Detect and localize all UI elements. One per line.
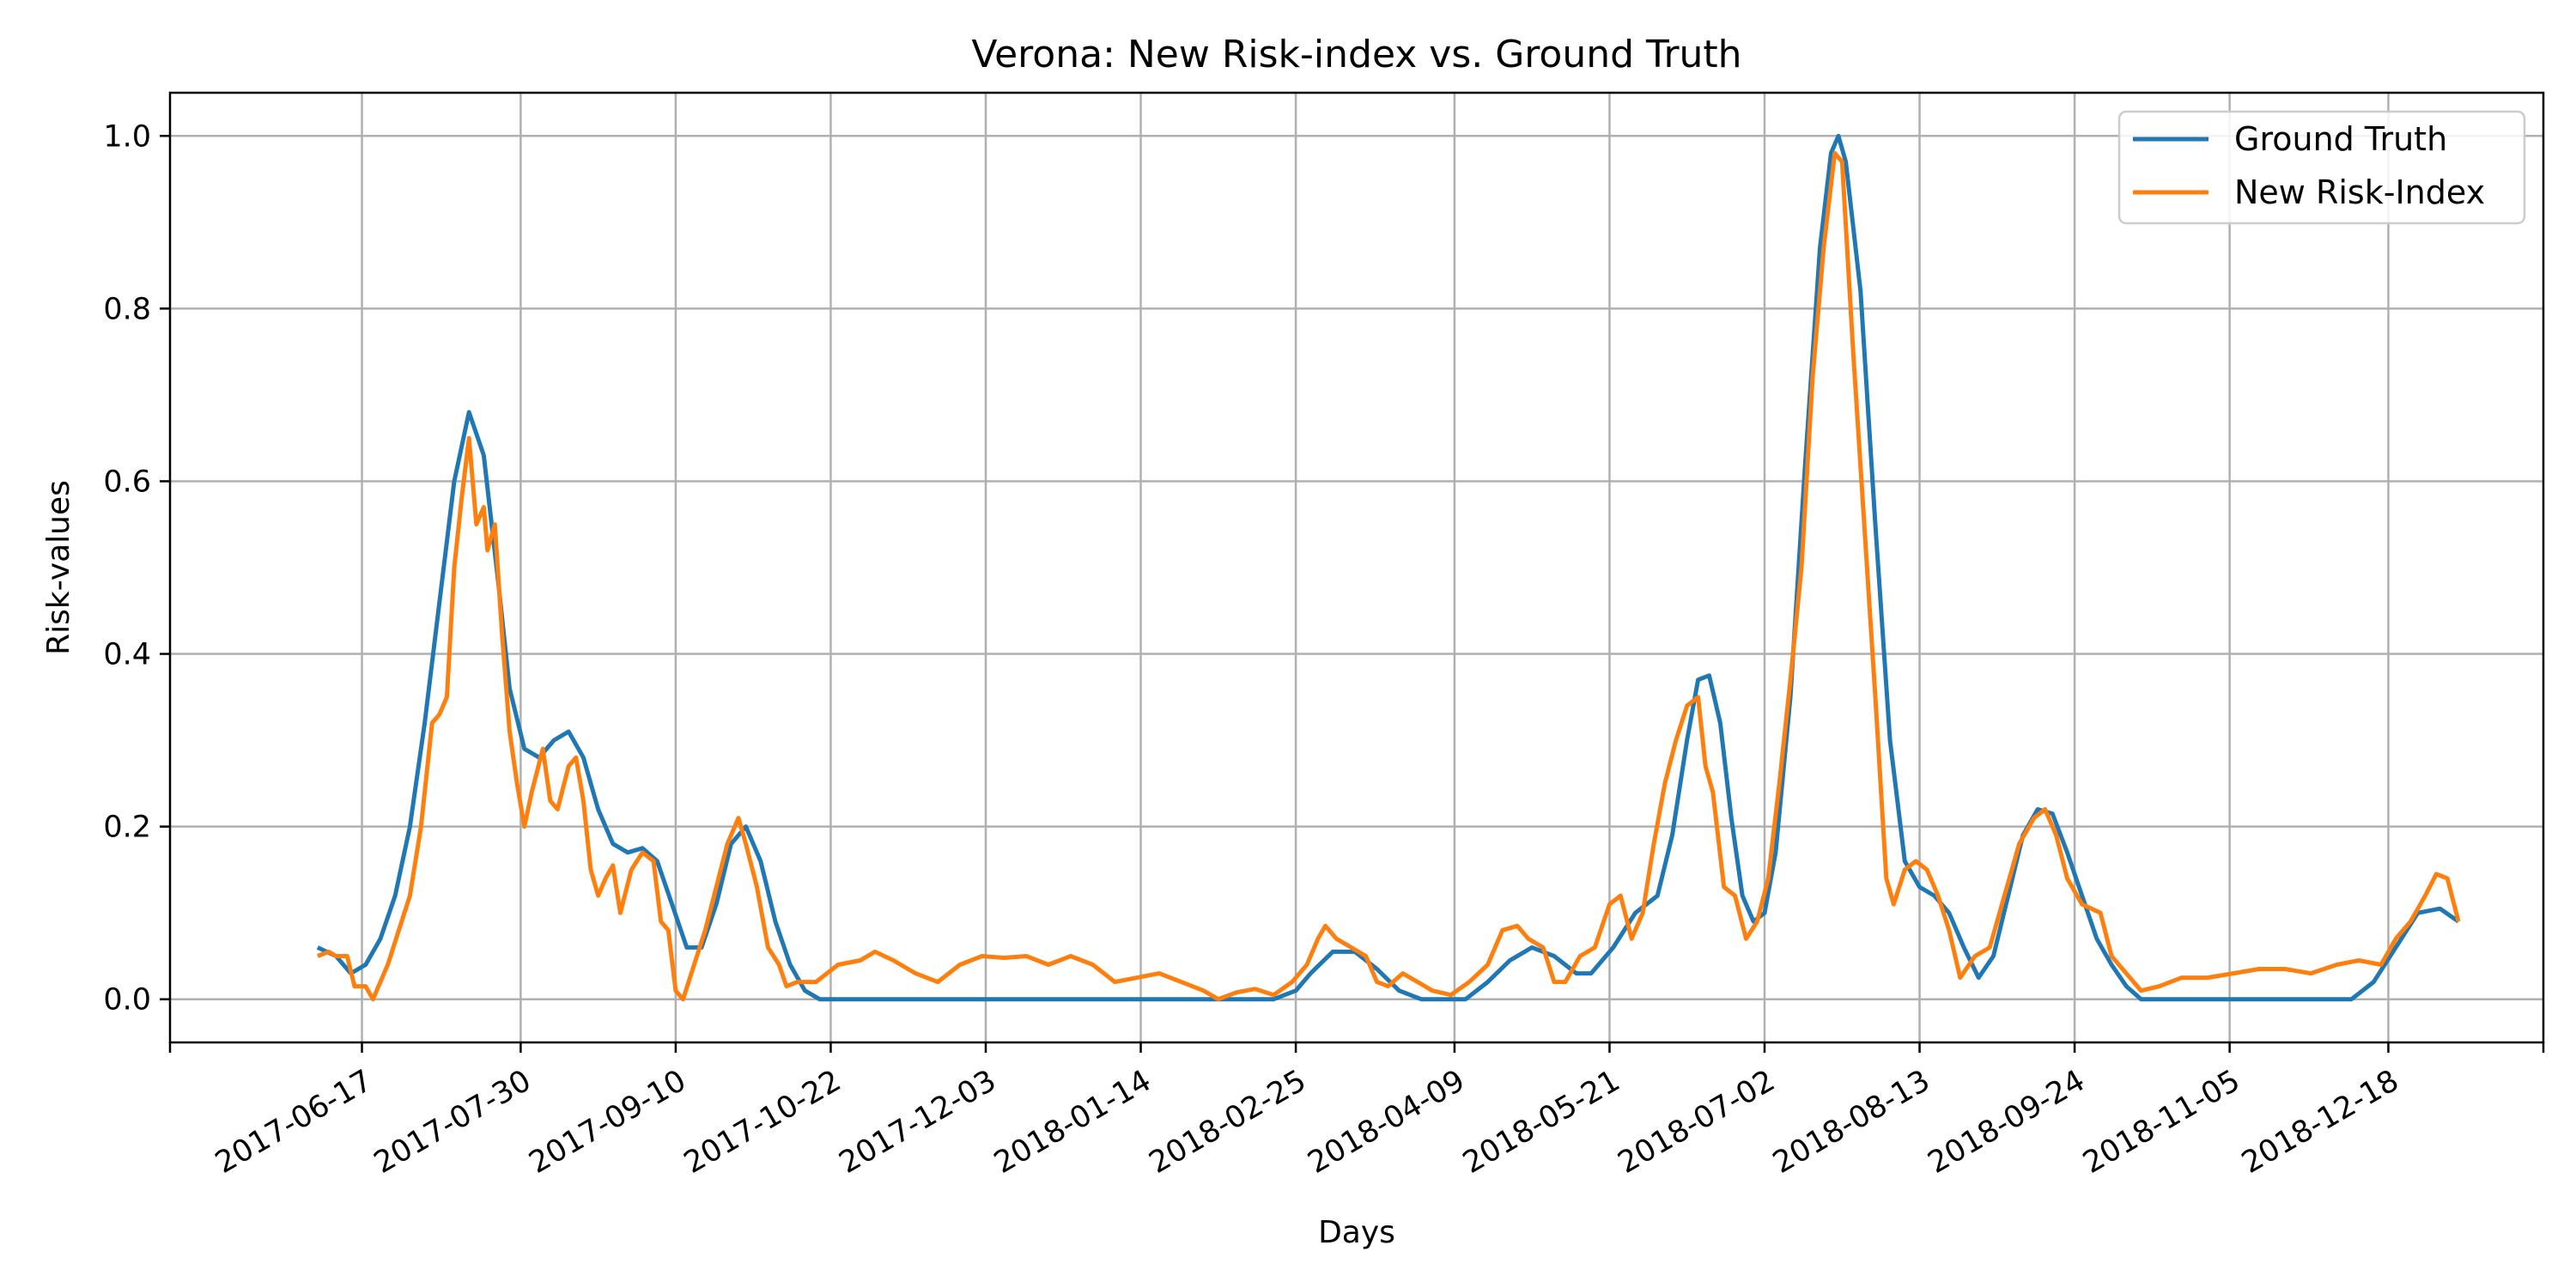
new-risk-index-line (316, 150, 2461, 1002)
x-tick-label: 2017-07-30 (368, 1064, 537, 1181)
legend-label-new-risk-index: New Risk-Index (2234, 173, 2485, 211)
y-tick-label: 0.2 (103, 811, 151, 845)
x-tick-label: 2017-12-03 (834, 1064, 1002, 1181)
x-tick-label: 2018-07-02 (1613, 1064, 1781, 1181)
y-axis-label: Risk-values (41, 480, 76, 655)
y-tick-label: 0.6 (103, 465, 151, 499)
x-tick-label: 2017-10-22 (678, 1064, 847, 1181)
y-tick-label: 0.4 (103, 638, 151, 672)
chart-title: Verona: New Risk-index vs. Ground Truth (971, 33, 1741, 76)
x-axis-label: Days (1318, 1215, 1395, 1250)
x-tick-label: 2018-09-24 (1923, 1064, 2091, 1181)
y-tick-label: 0.0 (103, 983, 151, 1018)
x-tick-label: 2018-02-25 (1144, 1064, 1312, 1181)
x-tick-label: 2018-05-21 (1457, 1064, 1625, 1181)
legend: Ground Truth New Risk-Index (2117, 110, 2526, 225)
y-tick-label: 1.0 (103, 119, 151, 154)
legend-box (2117, 110, 2526, 225)
plot-frame (168, 91, 2545, 1044)
x-tick-label: 2018-12-18 (2236, 1064, 2404, 1181)
ground-truth-line (316, 133, 2460, 1002)
legend-label-ground-truth: Ground Truth (2234, 120, 2447, 158)
x-tick-label: 2017-09-10 (524, 1064, 692, 1181)
y-tick-label: 0.8 (103, 292, 151, 326)
x-tick-label: 2017-06-17 (210, 1064, 378, 1181)
x-tick-label: 2018-11-05 (2077, 1064, 2245, 1181)
x-tick-label: 2018-04-09 (1303, 1064, 1471, 1181)
x-tick-label: 2018-01-14 (988, 1064, 1157, 1181)
x-tick-label: 2018-08-13 (1767, 1064, 1935, 1181)
